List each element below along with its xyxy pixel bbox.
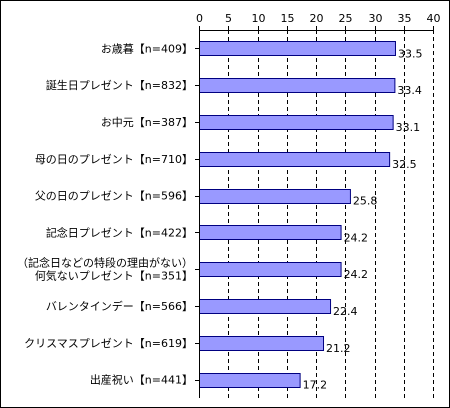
gridlines: [195, 26, 434, 398]
bar: [199, 262, 342, 277]
x-tick-label: 10: [252, 12, 266, 25]
x-tick-label: 5: [225, 12, 232, 25]
category-label: 出産祝い【n=441】: [90, 373, 193, 387]
category-label: 記念日プレゼント【n=422】: [46, 225, 193, 239]
category-label: クリスマスプレゼント【n=619】: [24, 337, 193, 350]
value-label: 21.2: [326, 342, 351, 355]
category-label: お中元【n=387】: [101, 116, 193, 129]
category-label: お歳暮【n=409】: [101, 41, 193, 55]
category-label: 何気ないプレゼント【n=351】: [35, 269, 193, 283]
x-tick-label: 35: [398, 12, 412, 25]
category-label: 誕生日プレゼント【n=832】: [46, 78, 193, 92]
bar: [199, 189, 351, 204]
bar: [199, 299, 332, 314]
bar: [199, 152, 391, 167]
category-label: 母の日のプレゼント【n=710】: [35, 153, 193, 166]
value-label: 32.5: [392, 158, 417, 171]
x-tick-labels: 0 5 10 15 20 25 30 35 40: [196, 12, 441, 25]
x-tick-label: 0: [196, 12, 203, 25]
value-label: 33.4: [397, 84, 422, 97]
bar: [199, 115, 394, 130]
value-label: 22.4: [333, 305, 358, 318]
category-label: バレンタインデー【n=566】: [46, 299, 193, 313]
x-tick-label: 15: [281, 12, 295, 25]
value-label: 24.2: [344, 268, 369, 281]
bar: [199, 225, 342, 240]
category-label: （記念日などの特段の理由がない）: [17, 256, 193, 270]
value-label: 33.5: [398, 47, 423, 60]
x-tick-label: 40: [427, 12, 441, 25]
value-label: 17.2: [303, 379, 328, 392]
value-label: 24.2: [344, 231, 369, 244]
bar: [199, 373, 301, 388]
x-tick-label: 20: [310, 12, 324, 25]
bar: [199, 336, 325, 351]
x-tick-label: 25: [339, 12, 353, 25]
value-label: 25.8: [353, 195, 378, 208]
bars: [199, 41, 396, 388]
bar: [199, 41, 396, 56]
category-labels: お歳暮【n=409】誕生日プレゼント【n=832】お中元【n=387】母の日のプ…: [17, 41, 193, 386]
bar: [199, 78, 396, 93]
x-tick-label: 30: [369, 12, 383, 25]
value-label: 33.1: [396, 121, 421, 134]
category-label: 父の日のプレゼント【n=596】: [35, 190, 193, 203]
value-labels: 33.5 33.4 33.1 32.5 25.8 24.2 24.2 22.4 21.2 17.2: [303, 47, 423, 391]
